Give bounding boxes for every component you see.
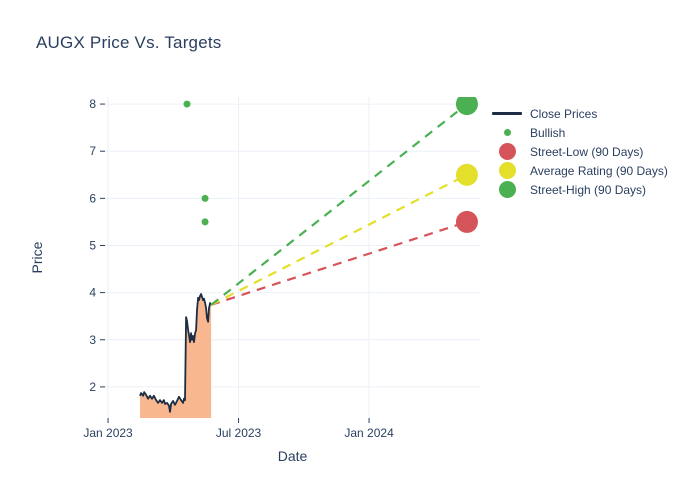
target-line-street-low [210, 220, 468, 306]
y-tick-label: 5 [89, 238, 96, 252]
street-high-dot-icon [492, 181, 522, 198]
legend-item-average-rating[interactable]: Average Rating (90 Days) [492, 161, 668, 180]
y-tick-label: 3 [89, 333, 96, 347]
y-tick-label: 7 [89, 144, 96, 158]
x-tick-label: Jan 2024 [344, 426, 394, 440]
target-line-average [210, 173, 468, 306]
y-axis-title: Price [29, 241, 45, 273]
close-prices-line-swatch [492, 112, 522, 115]
x-tick-label: Jul 2023 [216, 426, 262, 440]
legend-item-street-high[interactable]: Street-High (90 Days) [492, 180, 668, 199]
target-marker-average [455, 163, 478, 186]
close-price-line [139, 293, 212, 413]
chart-title: AUGX Price Vs. Targets [36, 33, 222, 52]
y-tick-label: 4 [89, 286, 96, 300]
bullish-marker [183, 100, 191, 108]
street-low-dot-icon [492, 143, 522, 160]
legend-label: Average Rating (90 Days) [530, 163, 668, 178]
legend-item-close-prices[interactable]: Close Prices [492, 104, 668, 123]
x-tick-label: Jan 2023 [83, 426, 133, 440]
bullish-marker [201, 194, 209, 202]
target-line-street-high [210, 103, 468, 306]
legend-item-street-low[interactable]: Street-Low (90 Days) [492, 142, 668, 161]
target-marker-street-low [455, 210, 478, 233]
legend-label: Bullish [530, 125, 566, 140]
y-tick-label: 2 [89, 380, 96, 394]
legend-label: Street-High (90 Days) [530, 182, 647, 197]
bullish-marker [201, 218, 209, 226]
legend-item-bullish[interactable]: Bullish [492, 123, 668, 142]
x-axis-title: Date [278, 448, 308, 464]
close-price-area [140, 294, 212, 418]
legend: Close Prices Bullish Street-Low (90 Days… [492, 104, 668, 199]
legend-label: Close Prices [530, 106, 598, 121]
y-tick-label: 8 [89, 97, 96, 111]
average-rating-dot-icon [492, 162, 522, 179]
target-marker-street-high [455, 97, 478, 116]
legend-label: Street-Low (90 Days) [530, 144, 644, 159]
y-tick-label: 6 [89, 191, 96, 205]
bullish-dot-icon [492, 129, 522, 136]
